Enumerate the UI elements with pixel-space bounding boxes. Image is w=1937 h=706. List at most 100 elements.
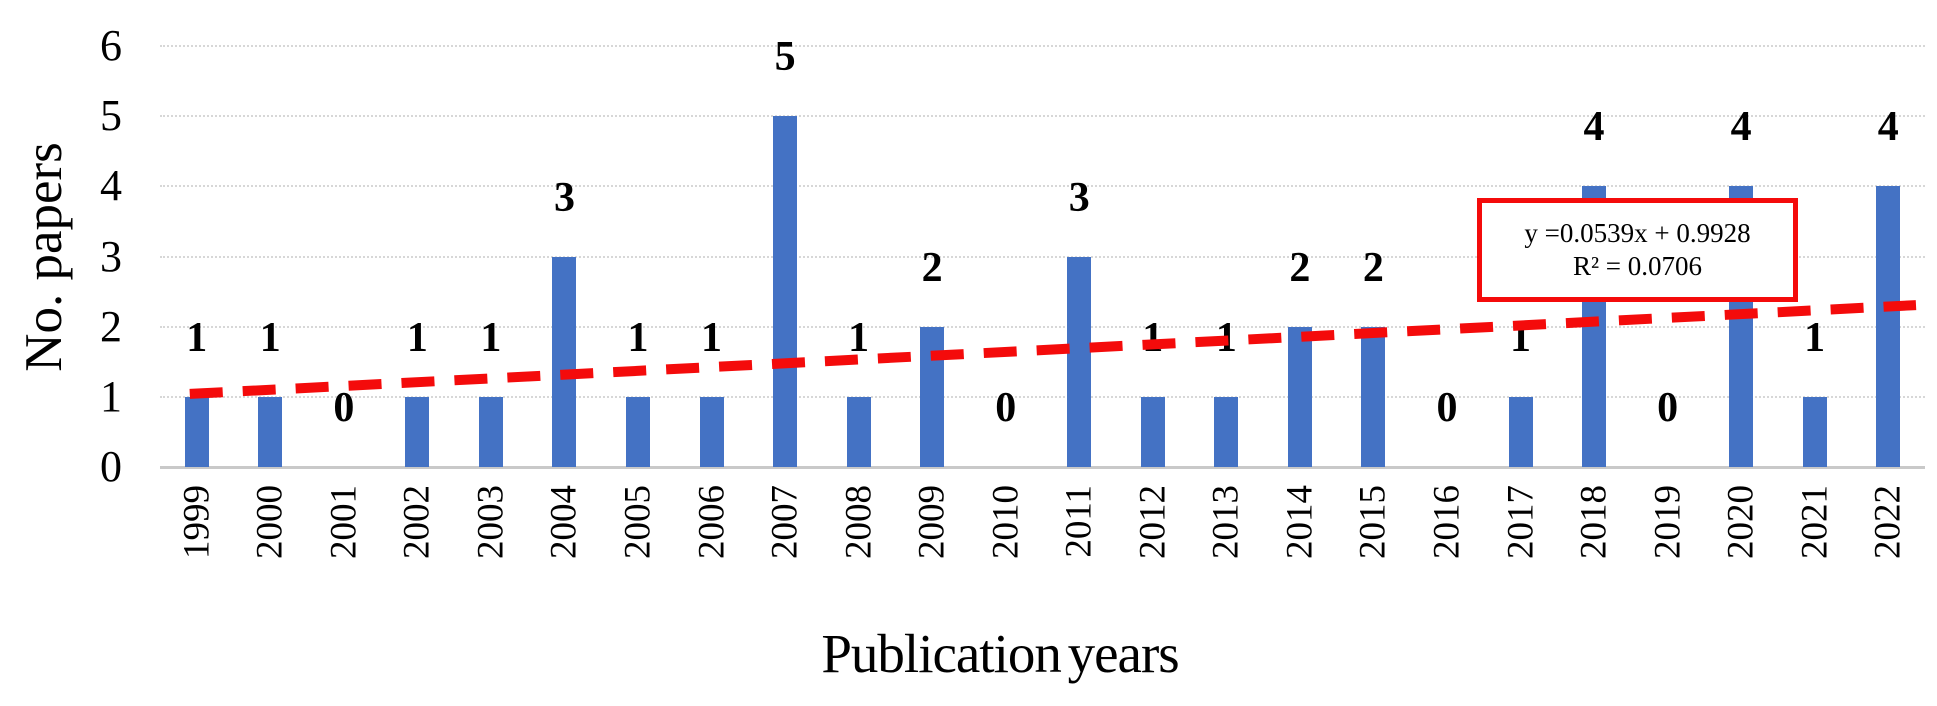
- data-label-2003: 1: [480, 314, 502, 361]
- bar-2014: [1287, 326, 1312, 467]
- trendline-r-squared-text: R² = 0.0706: [1572, 251, 1703, 281]
- data-label-2018: 4: [1583, 104, 1605, 151]
- x-tick-label-1999: 1999: [176, 485, 218, 559]
- bar-2005: [626, 396, 651, 467]
- x-tick-label-2002: 2002: [396, 485, 438, 559]
- category-slot-2009: 2 2009: [895, 46, 969, 559]
- category-slot-2003: 1 2003: [454, 46, 528, 559]
- bar-2006: [699, 396, 724, 467]
- bar-2021: [1802, 396, 1827, 467]
- gridline-y6: [160, 45, 1925, 47]
- data-label-2000: 1: [259, 314, 281, 361]
- bar-2008: [846, 396, 871, 467]
- gridline-y5: [160, 115, 1925, 118]
- category-slot-2011: 3 2011: [1043, 46, 1117, 558]
- category-slot-2007: 5 2007: [748, 36, 822, 559]
- data-label-2015: 2: [1362, 244, 1384, 291]
- x-tick-label-2009: 2009: [911, 485, 953, 559]
- bar-2007: [773, 116, 798, 467]
- bar-2012: [1140, 396, 1165, 467]
- data-label-2006: 1: [701, 314, 723, 361]
- y-tick-label-4: 4: [100, 161, 122, 211]
- gridline-y3: [160, 255, 1925, 258]
- bar-2013: [1214, 396, 1239, 467]
- bar-2003: [478, 396, 503, 467]
- y-tick-label-0: 0: [100, 442, 122, 491]
- category-slot-2000: 1 2000: [234, 46, 308, 559]
- x-axis-baseline: [160, 466, 1925, 469]
- category-slot-2006: 1 2006: [675, 46, 749, 559]
- bar-2015: [1361, 326, 1386, 467]
- x-tick-label-2019: 2019: [1647, 485, 1689, 559]
- y-tick-label-6: 6: [100, 21, 122, 70]
- y-tick-label-3: 3: [100, 231, 122, 281]
- category-slot-2001: 0 2001: [307, 46, 381, 559]
- x-axis-title: Publication years: [821, 623, 1179, 684]
- trendline-equation-text: y =0.0539x + 0.9928: [1524, 218, 1751, 248]
- category-slot-1999: 1 1999: [160, 46, 234, 559]
- category-slot-2013: 1 2013: [1190, 46, 1264, 559]
- category-slot-2008: 1 2008: [822, 46, 896, 559]
- category-slot-2014: 2 2014: [1263, 46, 1337, 559]
- data-label-2011: 3: [1068, 174, 1090, 221]
- bar-2017: [1508, 396, 1533, 467]
- x-tick-label-2013: 2013: [1205, 485, 1247, 559]
- x-tick-label-2005: 2005: [617, 485, 659, 559]
- bar-1999: [184, 396, 209, 467]
- x-tick-label-2006: 2006: [691, 485, 733, 559]
- category-slot-2016: 0 2016: [1410, 46, 1484, 559]
- data-label-2020: 4: [1730, 104, 1752, 151]
- bar-2000: [258, 396, 283, 467]
- x-tick-label-2021: 2021: [1794, 485, 1836, 559]
- bar-2004: [552, 256, 577, 467]
- data-label-2016: 0: [1436, 385, 1458, 431]
- category-slot-2010: 0 2010: [969, 46, 1043, 559]
- data-label-2022: 4: [1877, 104, 1899, 151]
- category-slot-2005: 1 2005: [601, 46, 675, 559]
- data-label-2012: 1: [1142, 314, 1164, 361]
- category-slot-2022: 4 2022: [1851, 46, 1925, 559]
- y-axis-tick-labels: 0 1 2 3 4 5 6: [0, 0, 122, 706]
- gridline-y4: [160, 185, 1925, 188]
- data-label-2005: 1: [627, 314, 649, 361]
- category-slot-2002: 1 2002: [381, 46, 455, 559]
- x-tick-label-2016: 2016: [1426, 485, 1468, 559]
- data-label-2007: 5: [774, 34, 796, 81]
- data-label-2004: 3: [553, 174, 575, 221]
- data-label-2009: 2: [921, 244, 943, 291]
- category-slot-2012: 1 2012: [1116, 46, 1190, 559]
- data-label-2014: 2: [1289, 244, 1311, 291]
- bar-2002: [405, 396, 430, 467]
- x-tick-label-2004: 2004: [543, 485, 585, 559]
- data-label-2001: 0: [333, 385, 355, 431]
- bar-2022: [1876, 186, 1901, 467]
- data-label-2013: 1: [1215, 314, 1237, 361]
- x-tick-label-2000: 2000: [249, 485, 291, 559]
- x-tick-label-2018: 2018: [1573, 485, 1615, 559]
- x-tick-label-2017: 2017: [1500, 485, 1542, 559]
- data-label-2021: 1: [1804, 314, 1826, 361]
- trendline-equation-box: y =0.0539x + 0.9928 R² = 0.0706: [1477, 198, 1798, 302]
- bar-2009: [920, 326, 945, 467]
- data-label-2010: 0: [995, 385, 1017, 431]
- x-tick-label-2007: 2007: [764, 485, 806, 559]
- category-slot-2015: 2 2015: [1337, 46, 1411, 559]
- y-tick-label-5: 5: [100, 91, 122, 141]
- category-slot-2004: 3 2004: [528, 46, 602, 560]
- bar-2011: [1067, 256, 1092, 467]
- x-tick-label-2020: 2020: [1720, 485, 1762, 559]
- y-tick-label-2: 2: [100, 301, 122, 351]
- data-label-2002: 1: [406, 314, 428, 361]
- data-label-2017: 1: [1510, 314, 1532, 361]
- y-tick-label-1: 1: [100, 371, 122, 421]
- data-label-2008: 1: [848, 314, 870, 361]
- x-tick-label-2014: 2014: [1279, 485, 1321, 559]
- x-tick-label-2001: 2001: [323, 485, 365, 559]
- x-tick-label-2015: 2015: [1352, 485, 1394, 559]
- data-label-2019: 0: [1657, 385, 1679, 431]
- x-tick-label-2022: 2022: [1867, 485, 1909, 559]
- x-tick-label-2010: 2010: [985, 485, 1027, 559]
- x-tick-label-2011: 2011: [1058, 485, 1100, 558]
- x-tick-label-2012: 2012: [1132, 485, 1174, 559]
